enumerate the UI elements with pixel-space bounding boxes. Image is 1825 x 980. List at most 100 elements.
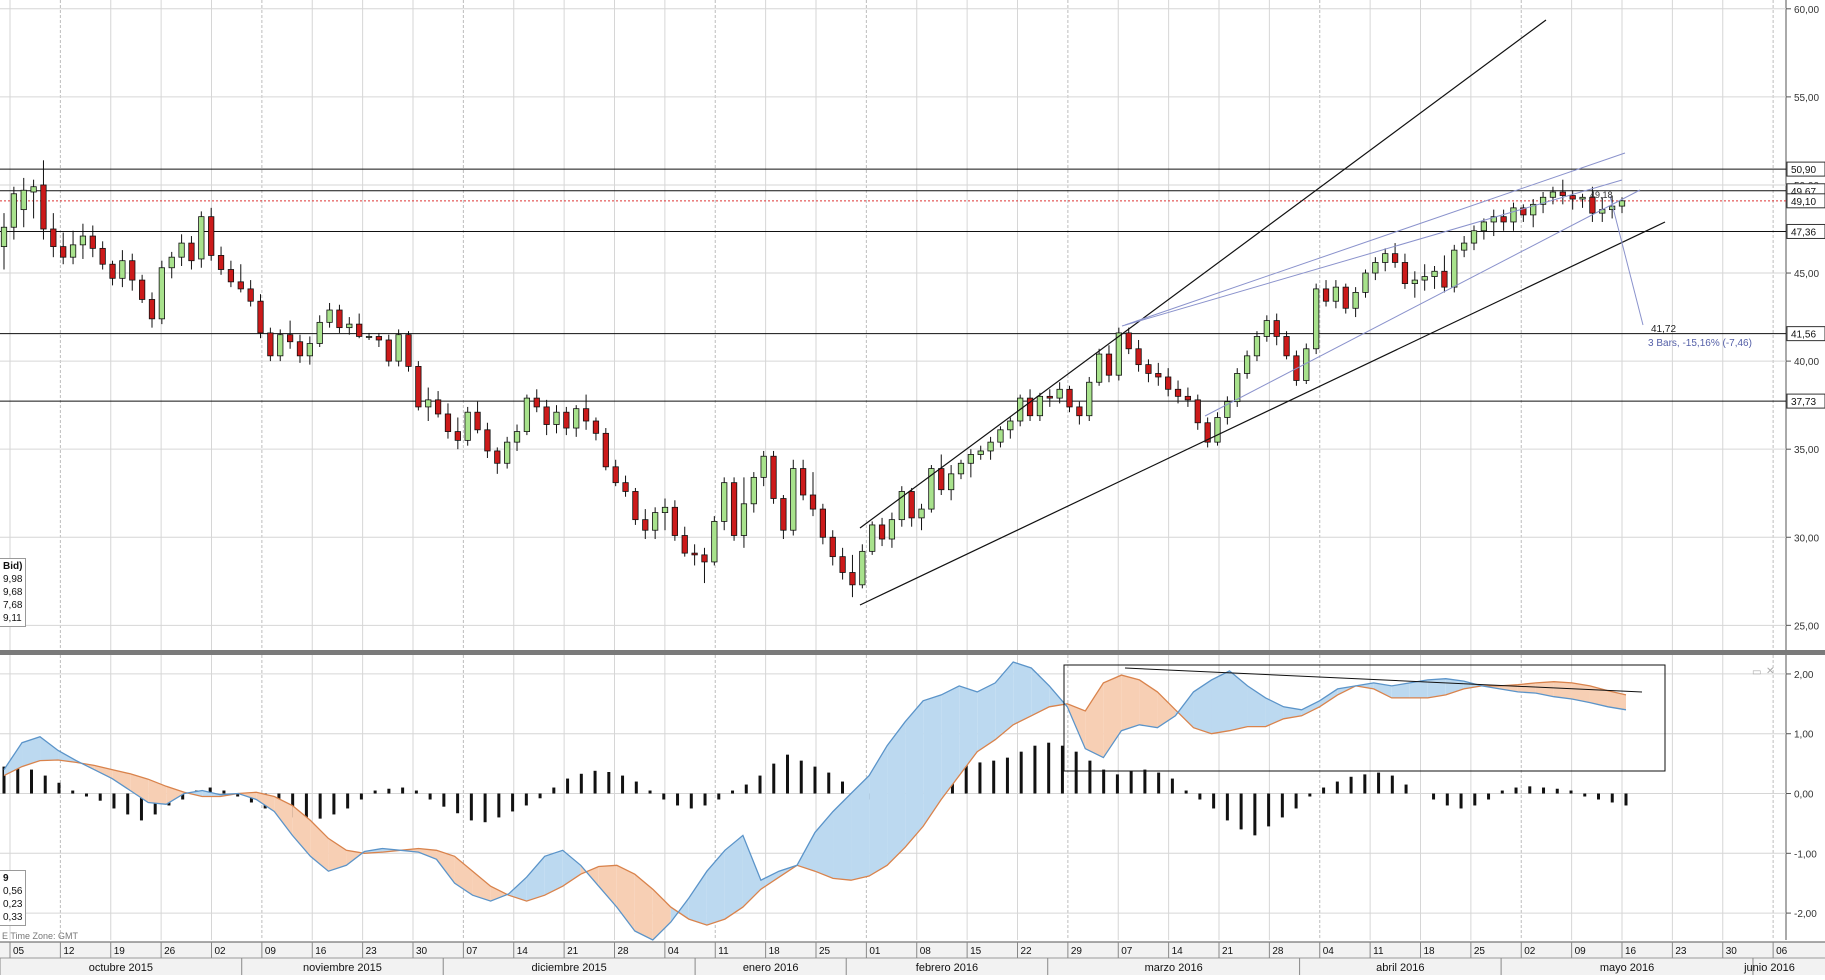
macd-line xyxy=(3,661,1627,941)
x-tick-label: 15 xyxy=(970,946,982,957)
x-tick-label: 11 xyxy=(1373,946,1384,957)
candle-body xyxy=(1263,320,1270,337)
candle-body xyxy=(1224,401,1231,418)
y-tick-label: 25,00 xyxy=(1794,621,1819,632)
candle-body xyxy=(770,455,777,499)
candle-body xyxy=(444,413,452,432)
candle-body xyxy=(198,216,205,260)
price-marker-box xyxy=(1786,393,1825,409)
macd-signal-fill xyxy=(1121,675,1140,731)
candle-body xyxy=(711,521,718,563)
candle-body xyxy=(1401,262,1409,285)
candle-body xyxy=(573,408,580,429)
macd-signal-fill xyxy=(598,865,617,908)
x-tick-label: 25 xyxy=(819,946,831,957)
legend-header: Bid) xyxy=(3,561,23,572)
candle-body xyxy=(139,279,146,300)
candle-body xyxy=(829,536,836,558)
macd-signal-fill xyxy=(1301,700,1320,716)
measure-price-label: 41,72 xyxy=(1651,324,1676,335)
price-marker-label: 41,56 xyxy=(1791,330,1816,341)
candle-body xyxy=(494,450,501,464)
candle-body xyxy=(997,429,1004,443)
month-label: octubre 2015 xyxy=(89,962,153,974)
x-tick-label: 23 xyxy=(366,946,378,957)
candle-body xyxy=(247,288,254,302)
candle-body xyxy=(928,468,935,510)
price-marker-label: 50,90 xyxy=(1791,165,1816,176)
candle-body xyxy=(257,300,264,334)
candle-body xyxy=(277,334,284,357)
trend-line xyxy=(1121,179,1623,327)
macd-y-tick-label: 2,00 xyxy=(1794,670,1814,681)
macd-signal-fill xyxy=(544,850,563,896)
candle-body xyxy=(504,441,511,464)
candle-body xyxy=(10,193,17,228)
y-tick-label: 45,00 xyxy=(1794,269,1819,280)
macd-signal-fill xyxy=(887,721,906,866)
month-label: marzo 2016 xyxy=(1145,962,1203,974)
candle-body xyxy=(69,244,77,258)
candle-body xyxy=(1234,373,1241,403)
candle-body xyxy=(790,468,797,531)
x-tick-label: 07 xyxy=(1121,946,1133,957)
candle-body xyxy=(1342,286,1349,309)
candle-body xyxy=(1480,221,1487,232)
macd-signal-fill xyxy=(1193,679,1212,734)
x-tick-label: 18 xyxy=(1424,946,1436,957)
price-marker-box xyxy=(1786,223,1825,239)
macd-signal-fill xyxy=(526,856,545,902)
month-label: enero 2016 xyxy=(743,962,799,974)
y-tick-label: 55,00 xyxy=(1794,93,1819,104)
candle-body xyxy=(780,498,787,531)
measure-arrow xyxy=(1609,195,1644,326)
macd-signal-fill xyxy=(328,838,347,872)
candle-body xyxy=(375,336,383,341)
price-marker-label: 49,67 xyxy=(1791,187,1816,198)
month-label: febrero 2016 xyxy=(916,962,978,974)
y-tick-label: 35,00 xyxy=(1794,445,1819,456)
maximize-pane-icon[interactable]: ▭ xyxy=(1752,667,1762,678)
close-pane-icon[interactable]: ✕ xyxy=(1766,666,1775,677)
candle-body xyxy=(1125,332,1132,350)
candle-body xyxy=(1391,253,1399,263)
macd-signal-fill xyxy=(1211,670,1230,734)
candle-body xyxy=(1165,376,1172,390)
candle-body xyxy=(1520,207,1527,216)
month-label: mayo 2016 xyxy=(1600,962,1654,974)
candle-body xyxy=(1253,336,1261,357)
candle-body xyxy=(1273,320,1280,337)
y-tick-label: 40,00 xyxy=(1794,357,1819,368)
candle-body xyxy=(1283,336,1290,357)
macd-signal-fill xyxy=(292,805,311,857)
candle-body xyxy=(237,281,244,290)
macd-signal-fill xyxy=(833,793,852,881)
candle-body xyxy=(1135,348,1142,366)
candle-body xyxy=(1145,364,1152,374)
candle-body xyxy=(1076,406,1083,417)
macd-signal-fill xyxy=(1535,681,1554,697)
candle-body xyxy=(878,524,886,540)
candle-body xyxy=(395,334,402,362)
candle-body xyxy=(563,411,570,429)
macd-signal-fill xyxy=(472,871,491,902)
candle-body xyxy=(346,323,353,329)
candle-body xyxy=(859,550,866,586)
macd-signal-fill xyxy=(1031,667,1050,716)
macd-signal-fill xyxy=(1283,706,1302,719)
macd-signal-fill xyxy=(634,874,653,940)
candle-body xyxy=(109,263,116,279)
candle-body xyxy=(553,411,560,425)
candle-body xyxy=(809,494,817,510)
candle-body xyxy=(356,323,363,337)
x-tick-label: 25 xyxy=(1474,946,1486,957)
macd-signal-fill xyxy=(1463,681,1482,689)
candle-body xyxy=(1490,216,1497,223)
y-tick-label: 30,00 xyxy=(1794,533,1819,544)
candle-body xyxy=(977,450,984,455)
candle-body xyxy=(523,397,531,432)
candle-body xyxy=(1539,196,1547,205)
candle-body xyxy=(1549,191,1557,198)
candle-body xyxy=(1559,191,1566,196)
